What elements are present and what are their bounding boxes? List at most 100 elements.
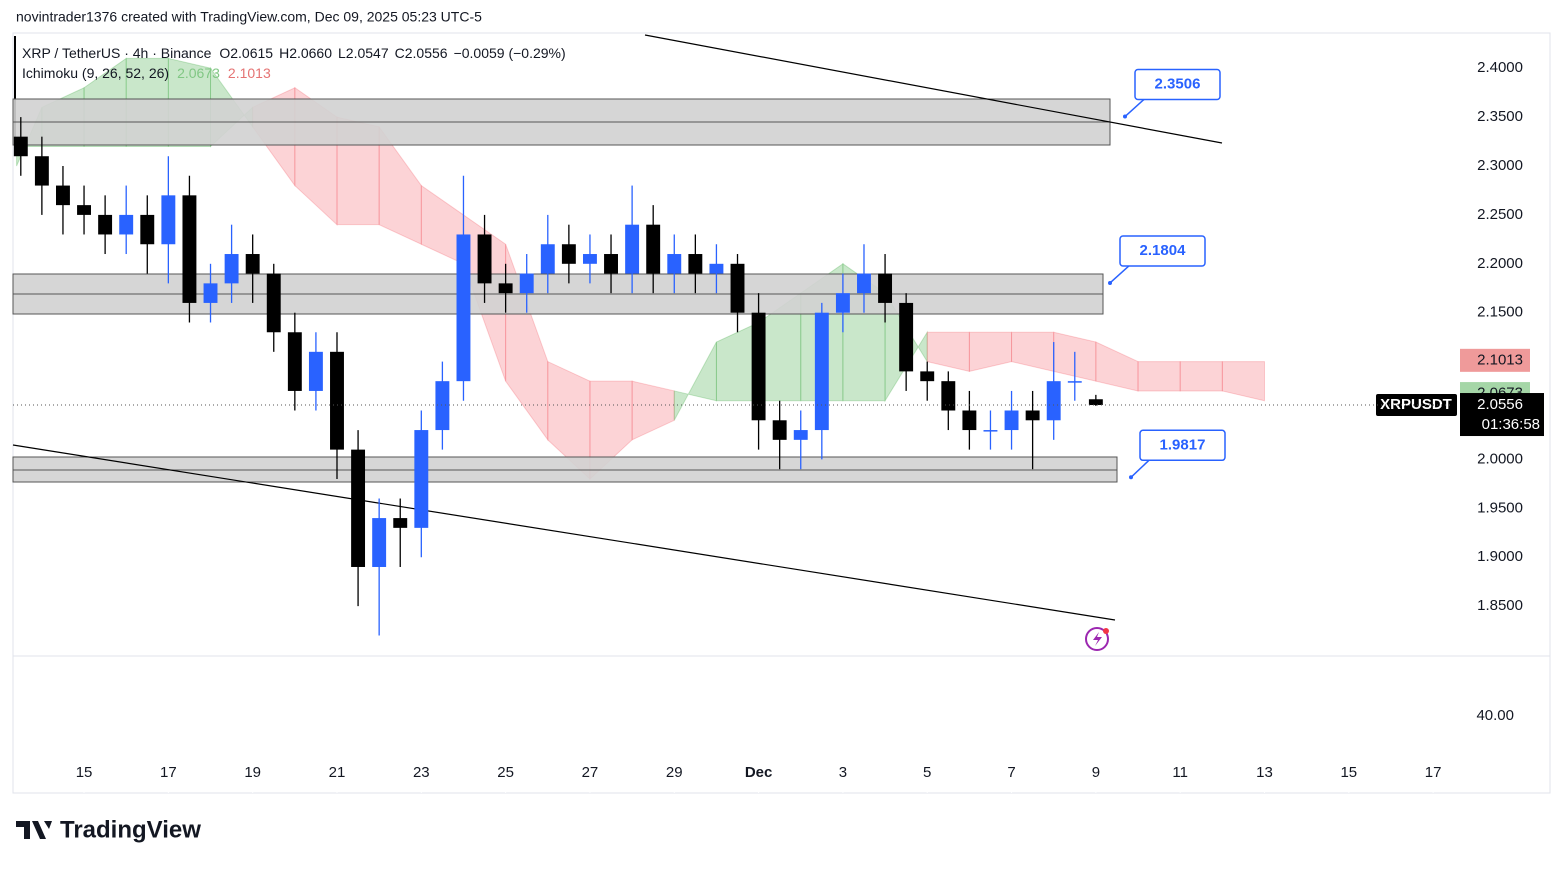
legend: XRP / TetherUS · 4h · Binance O2.0615 H2.0… bbox=[22, 45, 566, 61]
cloud-segment bbox=[1221, 361, 1265, 402]
logo: TradingView bbox=[16, 816, 201, 843]
legend-title: XRP / TetherUS · 4h · Binance bbox=[22, 45, 212, 61]
callout-pointer bbox=[1109, 264, 1131, 284]
x-tick-label: 17 bbox=[160, 764, 177, 781]
candle-body bbox=[582, 254, 597, 264]
candle-body bbox=[140, 214, 155, 245]
legend-ohlc: O2.0615 bbox=[219, 45, 273, 61]
alert-icon bbox=[1085, 627, 1109, 651]
chart-frame bbox=[12, 32, 1551, 794]
candle-body bbox=[13, 136, 28, 157]
candle-body bbox=[1088, 399, 1103, 406]
candle-body bbox=[667, 254, 682, 274]
x-tick-label: 15 bbox=[76, 764, 93, 781]
x-tick-label: 19 bbox=[244, 764, 261, 781]
candle-body bbox=[835, 293, 850, 313]
y-tick-label: 2.3500 bbox=[1477, 108, 1523, 125]
indicator-name: Ichimoku (9, 26, 52, 26) bbox=[22, 65, 169, 81]
cloud-segment bbox=[589, 380, 633, 481]
y-tick-label: 1.8500 bbox=[1477, 597, 1523, 614]
candle-body bbox=[730, 263, 745, 313]
candle-body bbox=[287, 332, 302, 391]
candle-body bbox=[498, 283, 513, 294]
candle-body bbox=[793, 430, 808, 440]
y-tick-label: 2.2500 bbox=[1477, 206, 1523, 223]
cloud-segment bbox=[1011, 331, 1055, 373]
indicator-value: 2.1013 bbox=[228, 65, 271, 81]
x-tick-label: 3 bbox=[839, 764, 847, 781]
callout-dot bbox=[1108, 280, 1112, 285]
logo-mark bbox=[16, 821, 52, 839]
symbol-label: XRPUSDT bbox=[1380, 396, 1452, 413]
candle-body bbox=[1025, 410, 1040, 421]
candles bbox=[13, 117, 1103, 636]
candle-body bbox=[77, 205, 91, 215]
logo-text: TradingView bbox=[60, 816, 201, 843]
candle-body bbox=[540, 244, 555, 274]
candle-body bbox=[266, 273, 281, 333]
cloud-segment bbox=[1137, 361, 1181, 392]
attribution: novintrader1376 created with TradingView… bbox=[16, 9, 482, 25]
last-price-label: 2.0556 bbox=[1477, 396, 1523, 413]
candle-body bbox=[814, 312, 829, 431]
candle-body bbox=[330, 351, 344, 450]
y-tick-label: 1.9000 bbox=[1477, 548, 1523, 565]
callout-box bbox=[1139, 429, 1226, 462]
candle-body bbox=[56, 185, 70, 206]
cloud-segment bbox=[926, 331, 970, 373]
x-tick-label: 15 bbox=[1340, 764, 1357, 781]
candle-body bbox=[878, 273, 893, 303]
legend-ohlc: H2.0660 bbox=[279, 45, 332, 61]
callout-dot bbox=[1129, 475, 1133, 480]
candle-body bbox=[604, 254, 618, 274]
candle-body bbox=[625, 224, 640, 274]
candle-body bbox=[224, 254, 239, 284]
y-tick-label: 2.0000 bbox=[1477, 450, 1523, 467]
ichimoku-cloud bbox=[16, 57, 1265, 481]
cloud-segment bbox=[378, 125, 422, 246]
candle-body bbox=[646, 224, 661, 274]
cloud-segment bbox=[631, 380, 675, 441]
candle-body bbox=[161, 195, 176, 245]
candle-body bbox=[34, 156, 49, 186]
x-tick-label: 13 bbox=[1256, 764, 1273, 781]
alert-bolt bbox=[1093, 632, 1102, 646]
zones bbox=[12, 98, 1118, 483]
y-tick-label: 2.1500 bbox=[1477, 304, 1523, 321]
candle-body bbox=[983, 430, 998, 432]
x-tick-label: 21 bbox=[329, 764, 346, 781]
alert-dot bbox=[1103, 628, 1109, 634]
x-tick-label: 7 bbox=[1007, 764, 1015, 781]
candle-body bbox=[899, 302, 914, 372]
x-tick-label: Dec bbox=[745, 764, 773, 781]
candle-body bbox=[393, 518, 408, 528]
candle-body bbox=[477, 234, 492, 284]
legend-ohlc: C2.0556 bbox=[395, 45, 448, 61]
indicator-legend: Ichimoku (9, 26, 52, 26) 2.0673 2.1013 bbox=[22, 65, 271, 81]
y-tick-label: 2.2000 bbox=[1477, 255, 1523, 272]
x-tick-label: 25 bbox=[497, 764, 514, 781]
symbol-box bbox=[1376, 394, 1457, 417]
callout-label: 2.3506 bbox=[1155, 75, 1201, 92]
candle-body bbox=[709, 263, 724, 274]
cloud-segment bbox=[673, 341, 717, 421]
candle-body bbox=[414, 430, 429, 528]
callout-box bbox=[1119, 235, 1206, 267]
candle-body bbox=[1004, 410, 1019, 431]
candle-body bbox=[962, 410, 977, 431]
candle-body bbox=[941, 381, 956, 411]
callout-pointer bbox=[1124, 97, 1146, 118]
axes: 2.4000 2.3500 2.3000 2.2500 2.2000 2.1500 2.10… bbox=[76, 59, 1544, 793]
candle-body bbox=[688, 254, 703, 274]
candle-body bbox=[372, 518, 387, 567]
x-tick-label: 27 bbox=[582, 764, 599, 781]
countdown-label: 01:36:58 bbox=[1482, 416, 1540, 433]
x-tick-label: 9 bbox=[1092, 764, 1100, 781]
candle-body bbox=[857, 273, 871, 294]
cloud-segment bbox=[1179, 361, 1223, 392]
annotations: 2.3506 2.1804 1.9817 bbox=[1108, 68, 1226, 480]
callout-label: 1.9817 bbox=[1160, 436, 1206, 453]
price-label-box bbox=[1460, 348, 1530, 372]
candle-body bbox=[203, 283, 218, 303]
